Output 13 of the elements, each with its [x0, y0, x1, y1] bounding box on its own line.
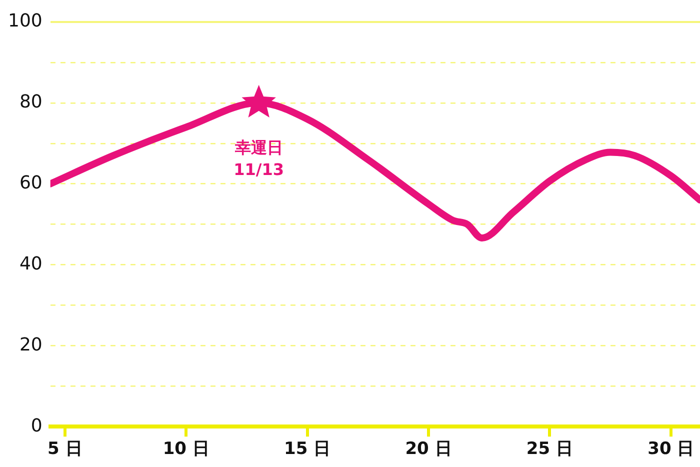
x-tick-label: 30 日: [648, 439, 694, 460]
x-tick-label: 10 日: [162, 439, 210, 460]
y-tick-label: 20: [19, 334, 42, 356]
annotation: 幸運日 11/13: [234, 138, 284, 180]
y-tick-label: 80: [19, 92, 42, 113]
x-tick-label: 20 日: [405, 439, 452, 460]
y-tick-label: 60: [19, 172, 42, 194]
x-tick-label: 15 日: [284, 439, 331, 460]
y-tick-label: 100: [8, 10, 42, 32]
y-tick-label: 40: [19, 253, 42, 274]
y-tick-label: 0: [30, 415, 42, 436]
x-tick-label: 5 日: [48, 439, 82, 460]
x-tick-label: 25 日: [526, 439, 573, 460]
